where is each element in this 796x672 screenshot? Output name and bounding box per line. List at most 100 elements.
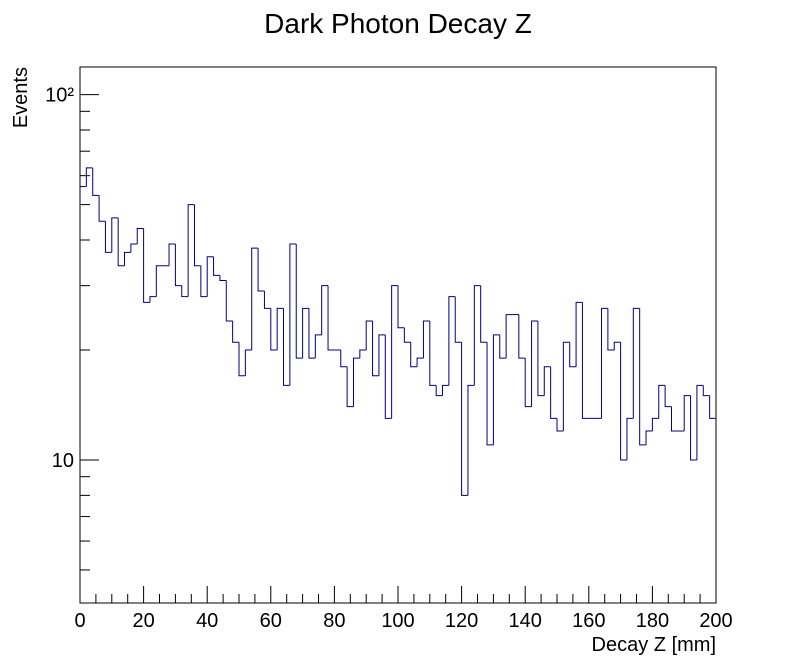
y-axis-label: Events (10, 67, 32, 128)
histogram-bin (645, 430, 653, 445)
histogram-bin (397, 285, 405, 329)
histogram-bin (295, 244, 303, 359)
histogram-bin (238, 342, 246, 377)
histogram-bin (327, 285, 335, 351)
y-tick-label: 10² (45, 85, 74, 107)
histogram-bin (143, 228, 150, 303)
histogram-bin (556, 418, 564, 432)
x-tick-label: 180 (636, 610, 669, 632)
histogram-bin (206, 256, 214, 297)
histogram-bin (499, 334, 507, 359)
histogram-bin (308, 308, 316, 359)
histogram-bin (85, 167, 93, 187)
histogram-bin (98, 195, 106, 222)
histogram-bin (518, 314, 526, 359)
histogram-bin (174, 244, 182, 287)
histogram-bin (442, 384, 449, 396)
histogram-bin (136, 228, 144, 245)
histogram-bin (251, 247, 259, 350)
histogram-bin (562, 341, 570, 432)
x-tick-label: 60 (260, 610, 282, 632)
x-tick-label: 120 (445, 610, 478, 632)
histogram-bin (537, 321, 545, 397)
histogram-bin (620, 342, 627, 461)
histogram-bin (543, 366, 551, 396)
histogram-bin (454, 296, 462, 343)
histogram-bin (581, 302, 589, 419)
histogram-bin (92, 167, 100, 196)
histogram-bin (302, 307, 309, 359)
histogram-bin (155, 265, 163, 297)
histogram-bin (124, 251, 131, 266)
histogram-bin (391, 285, 398, 419)
histogram-bin (550, 366, 557, 419)
histogram-bin (429, 321, 437, 386)
x-tick-label: 100 (381, 610, 414, 632)
histogram-bin (670, 406, 678, 432)
histogram-bin (416, 357, 424, 367)
histogram-bin (632, 307, 640, 419)
histogram-bin (683, 395, 691, 432)
histogram-bin (346, 366, 354, 408)
histogram-bin (639, 308, 647, 446)
histogram-bin (104, 221, 112, 253)
histogram-bin (569, 342, 577, 368)
histogram-bin (410, 342, 418, 368)
histogram-bin (505, 314, 513, 359)
histogram-bin (531, 320, 538, 407)
histogram-bin (696, 384, 704, 460)
histogram-bin (435, 385, 443, 397)
histogram-bin (658, 384, 666, 419)
histogram-bin (314, 334, 322, 359)
histogram-bin (486, 342, 494, 446)
histogram-bin (257, 248, 265, 292)
histogram-bin (276, 307, 284, 350)
histogram-bin (130, 243, 138, 253)
histogram-bin (480, 285, 488, 343)
y-tick-label: 10 (52, 450, 74, 472)
x-tick-label: 0 (74, 610, 85, 632)
histogram-bin (283, 308, 290, 386)
histogram-bin (709, 395, 716, 419)
histogram-bin (422, 320, 430, 359)
histogram-bin (690, 395, 697, 461)
histogram-bin (365, 320, 373, 350)
histogram-bin (219, 275, 227, 281)
histogram-bin (384, 334, 392, 419)
x-axis-label: Decay Z [mm] (592, 634, 716, 656)
histogram-bin (117, 217, 125, 267)
histogram-bin (193, 204, 201, 267)
histogram-bin (168, 243, 176, 266)
histogram-bin (340, 349, 348, 368)
histogram-bin (613, 341, 621, 350)
histogram-bin (575, 301, 583, 367)
x-tick-label: 160 (572, 610, 605, 632)
histogram-bin (289, 243, 297, 386)
histogram-bin (359, 349, 367, 359)
histogram-bin (200, 265, 208, 298)
histogram-bin (702, 385, 710, 397)
histogram-bin (524, 358, 532, 408)
histogram-bin (270, 308, 278, 351)
histogram-bin (244, 349, 252, 376)
plot-frame (79, 66, 717, 604)
x-tick-label: 80 (323, 610, 345, 632)
histogram-bin (664, 385, 672, 408)
histogram-bin (372, 321, 379, 377)
x-tick-label: 20 (132, 610, 154, 632)
x-tick-label: 200 (699, 610, 732, 632)
histogram-bin (263, 291, 271, 309)
histogram-bin (378, 334, 386, 376)
histogram-bin (111, 217, 119, 253)
histogram-bin (225, 280, 233, 322)
histogram-bin (187, 204, 195, 297)
histogram-bin (467, 384, 475, 496)
histogram-bin (651, 417, 659, 432)
histogram-bin (461, 342, 468, 496)
histogram-bin (601, 307, 608, 419)
chart-title: Dark Photon Decay Z (264, 8, 532, 39)
histogram-bin (181, 285, 189, 298)
x-tick-label: 40 (196, 610, 218, 632)
